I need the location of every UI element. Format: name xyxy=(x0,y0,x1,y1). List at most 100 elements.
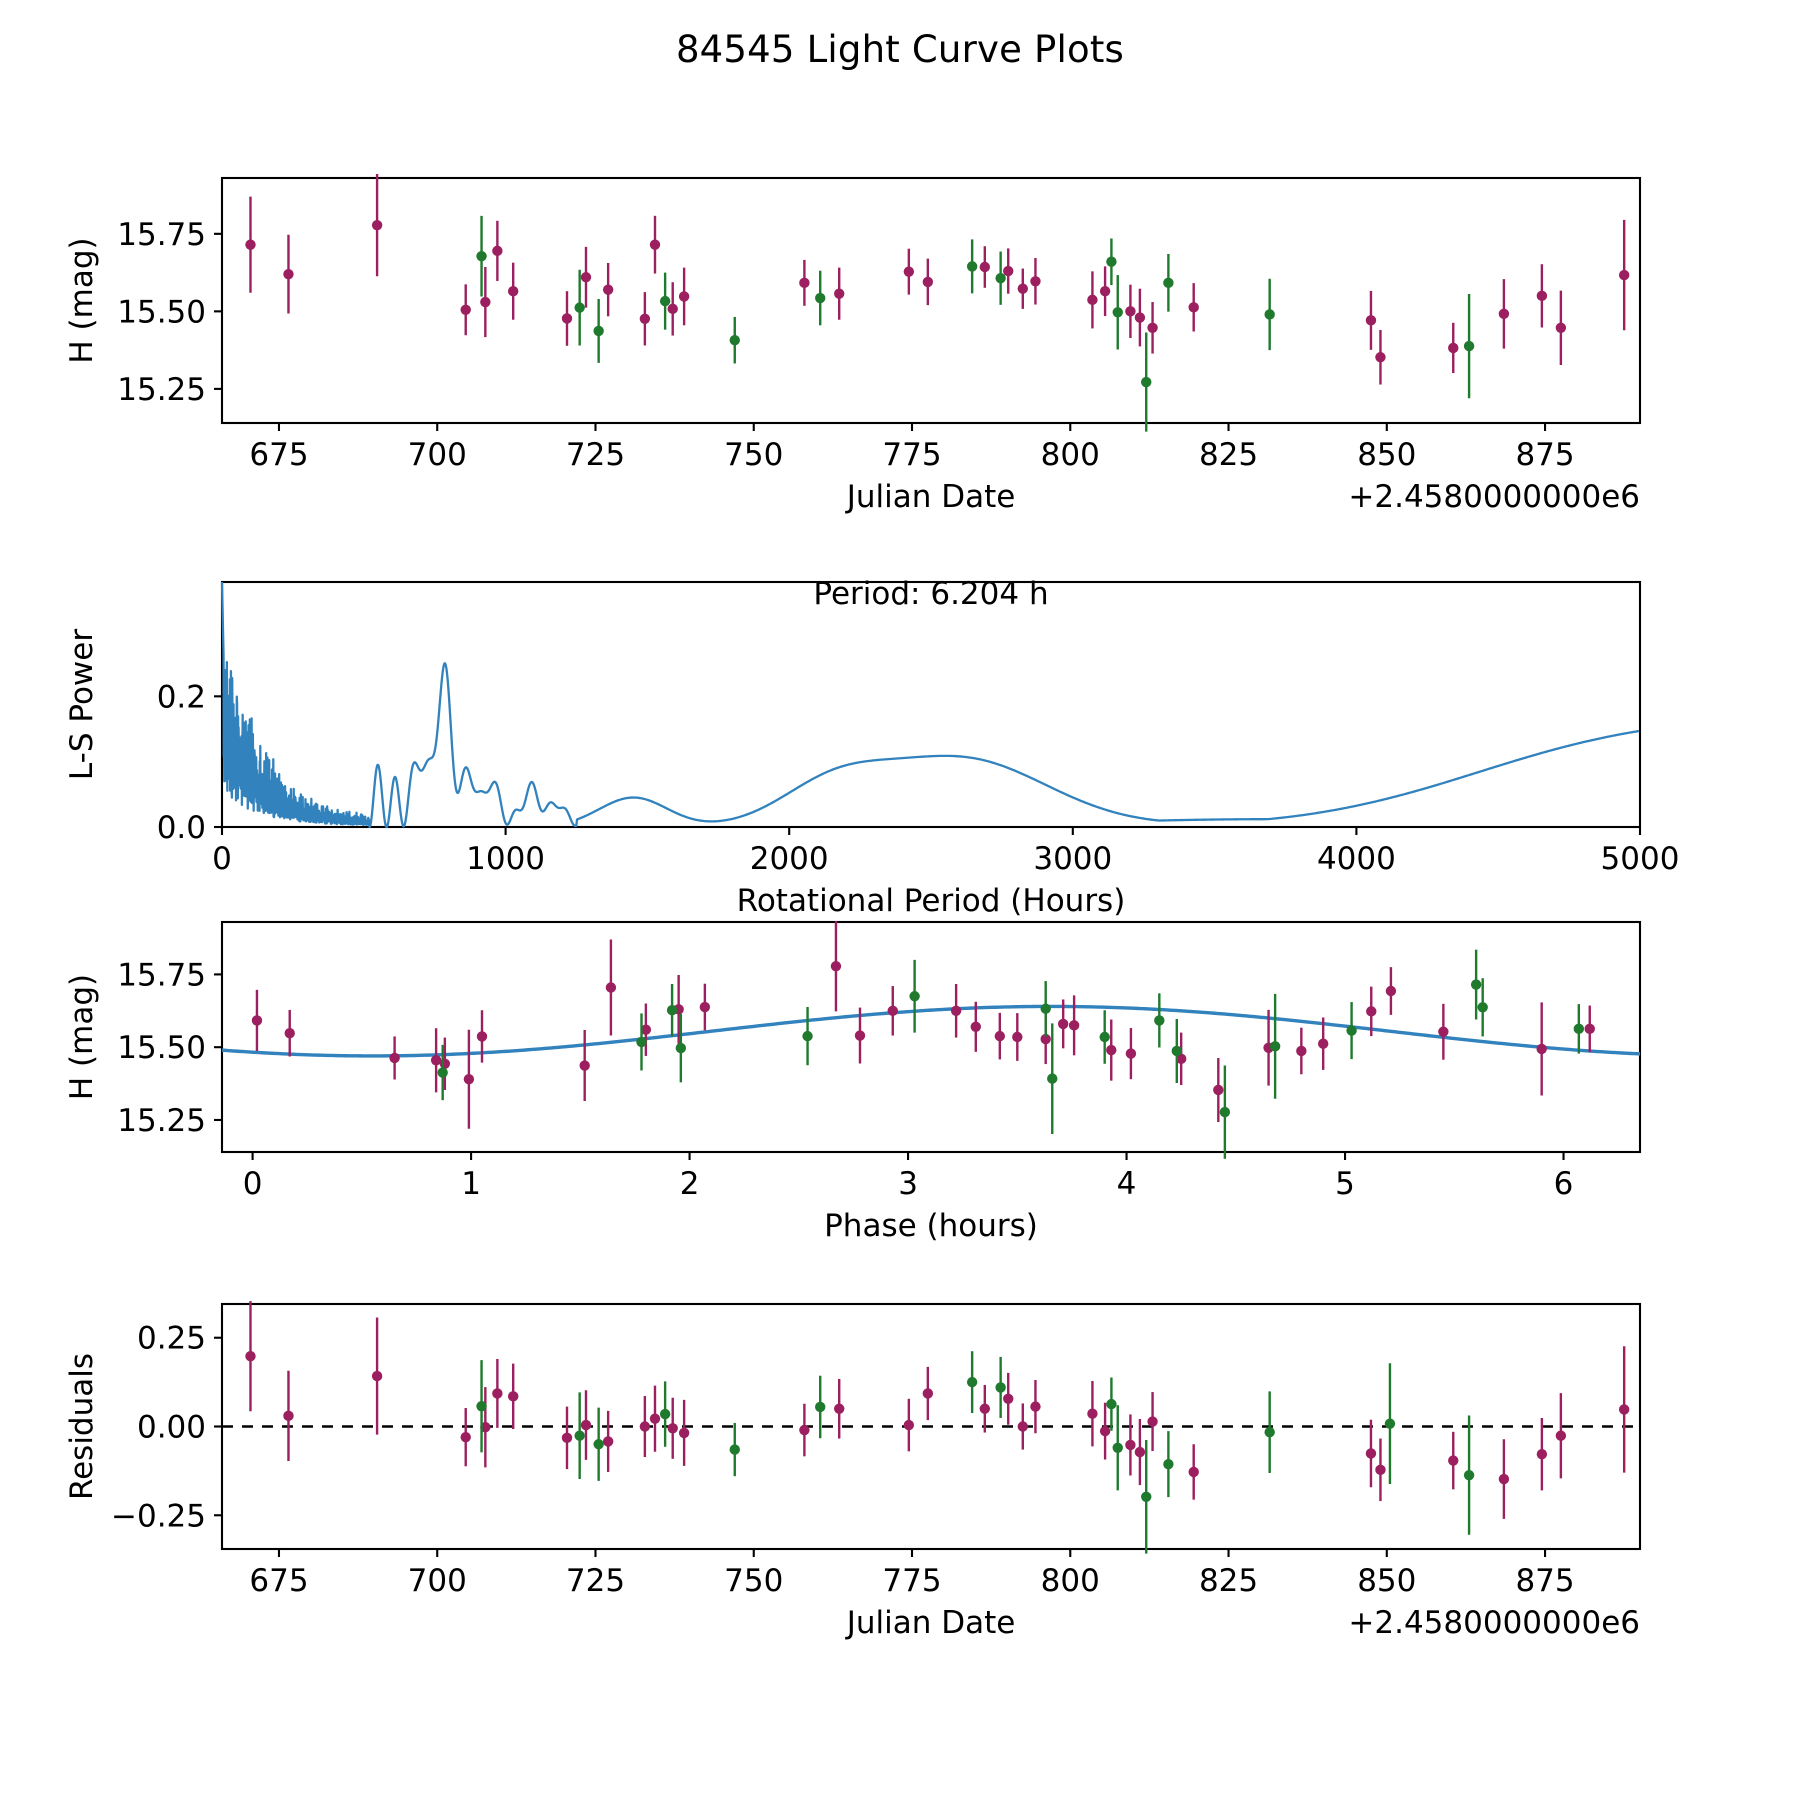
x-tick-label: 800 xyxy=(1041,437,1100,473)
data-point xyxy=(1175,1053,1187,1065)
data-point xyxy=(1375,352,1386,363)
y-tick-label: 0.0 xyxy=(157,810,206,846)
data-point xyxy=(799,277,810,289)
data-point xyxy=(1106,1398,1117,1410)
data-point xyxy=(439,1058,451,1069)
data-point xyxy=(1365,1448,1377,1459)
data-point xyxy=(1463,340,1475,352)
data-point xyxy=(283,1410,294,1422)
data-point xyxy=(1463,1469,1475,1481)
data-point xyxy=(659,295,671,307)
data-point xyxy=(1618,1404,1630,1415)
panel-residuals: 675 700 725 750 775 800 825 850 875 Julian Date +2… xyxy=(0,1280,1800,1680)
data-point xyxy=(979,1403,991,1414)
data-point xyxy=(667,1423,678,1434)
data-point xyxy=(966,1376,978,1388)
x-tick-label: 725 xyxy=(566,437,625,473)
data-point xyxy=(678,291,690,302)
data-point xyxy=(1375,1464,1386,1476)
y-axis-label: H (mag) xyxy=(64,974,100,1100)
data-point xyxy=(1448,1455,1459,1466)
data-point xyxy=(1448,342,1459,354)
data-point xyxy=(602,1436,614,1447)
data-point xyxy=(1087,294,1098,306)
y-axis-label: L-S Power xyxy=(64,629,100,780)
data-point xyxy=(1366,1006,1377,1017)
data-point xyxy=(1536,290,1548,302)
data-series-series_a xyxy=(245,1301,1630,1519)
x-axis-offset-label: +2.4580000000e6 xyxy=(1348,1605,1640,1641)
data-point xyxy=(1498,308,1510,320)
data-point xyxy=(1141,376,1152,388)
data-point xyxy=(909,991,920,1002)
data-series-series_a xyxy=(245,173,1630,385)
data-point xyxy=(507,285,519,297)
x-tick-label: 700 xyxy=(408,437,467,473)
data-point xyxy=(1134,312,1146,323)
panel-light-curve: 675 700 725 750 775 800 825 850 875 Julian Date +2… xyxy=(0,150,1800,550)
data-point xyxy=(492,1388,503,1399)
data-point xyxy=(492,245,503,257)
data-series-series_b xyxy=(437,949,1585,1159)
data-point xyxy=(580,272,592,283)
data-point xyxy=(815,1401,826,1413)
data-point xyxy=(561,313,573,324)
data-point xyxy=(729,1444,740,1455)
data-point xyxy=(284,1028,295,1039)
data-point xyxy=(1017,283,1028,294)
data-point xyxy=(1269,1041,1281,1052)
data-point xyxy=(1555,1430,1567,1441)
x-tick-label: 775 xyxy=(882,437,941,473)
data-point xyxy=(639,1421,651,1432)
x-tick-label: 5000 xyxy=(1601,841,1680,877)
data-point xyxy=(1385,985,1397,997)
data-point xyxy=(922,276,934,288)
y-tick-label: 15.75 xyxy=(117,957,206,993)
data-point xyxy=(1030,276,1041,287)
data-point xyxy=(437,1067,448,1078)
data-point xyxy=(667,303,678,315)
x-tick-label: 725 xyxy=(566,1563,625,1599)
data-point xyxy=(950,1005,962,1016)
data-point xyxy=(675,1042,687,1054)
data-point xyxy=(251,1015,263,1026)
data-point xyxy=(979,261,991,273)
x-tick-label: 850 xyxy=(1357,437,1416,473)
y-tick-label: 15.25 xyxy=(117,372,206,408)
data-point xyxy=(1017,1421,1028,1432)
data-point xyxy=(1188,1466,1199,1478)
x-axis-label: Rotational Period (Hours) xyxy=(737,883,1126,919)
data-point xyxy=(799,1424,810,1436)
data-point xyxy=(245,1350,256,1362)
data-point xyxy=(1141,1491,1152,1503)
x-axis-offset-label: +2.4580000000e6 xyxy=(1348,479,1640,515)
axes-frame xyxy=(220,580,1642,829)
y-axis-label: Residuals xyxy=(64,1353,100,1500)
data-point xyxy=(834,1403,845,1414)
x-tick-label: 875 xyxy=(1515,1563,1574,1599)
sinusoid-fit-curve xyxy=(221,1004,1641,1058)
data-point xyxy=(579,1060,590,1071)
data-point xyxy=(1163,1458,1174,1470)
data-point xyxy=(1264,1426,1275,1438)
data-point xyxy=(970,1021,981,1033)
x-tick-label: 850 xyxy=(1357,1563,1416,1599)
x-tick-label: 2000 xyxy=(750,841,829,877)
data-point xyxy=(1584,1023,1595,1035)
y-tick-label: 15.25 xyxy=(117,1103,206,1139)
data-point xyxy=(1163,277,1174,289)
data-point xyxy=(903,266,915,277)
x-axis-label: Julian Date xyxy=(845,1605,1016,1641)
data-point xyxy=(1346,1025,1357,1036)
data-series-series_a xyxy=(251,921,1595,1129)
x-axis-label: Phase (hours) xyxy=(824,1208,1038,1244)
data-point xyxy=(1147,322,1158,333)
x-tick-label: 0 xyxy=(212,841,232,877)
data-point xyxy=(1264,309,1275,320)
data-point xyxy=(639,313,651,324)
x-tick-label: 875 xyxy=(1515,437,1574,473)
x-tick-label: 3 xyxy=(898,1166,918,1202)
data-point xyxy=(1470,979,1482,990)
data-point xyxy=(1171,1045,1183,1057)
x-tick-label: 675 xyxy=(249,1563,308,1599)
